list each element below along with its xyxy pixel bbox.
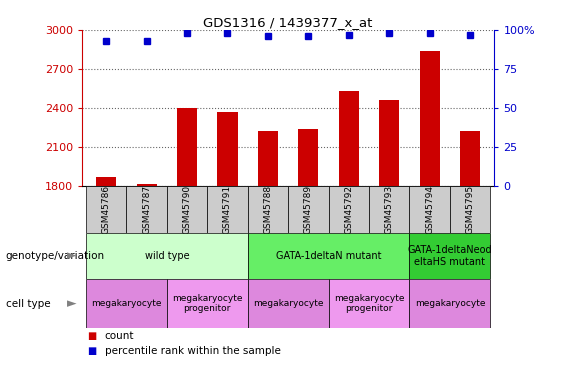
Text: GSM45792: GSM45792 [344,184,353,234]
Text: GSM45789: GSM45789 [304,184,313,234]
Text: wild type: wild type [145,251,189,261]
Bar [96,177,116,186]
Text: GATA-1deltaN mutant: GATA-1deltaN mutant [276,251,381,261]
Bar [207,186,247,232]
Bar [460,131,480,186]
Text: GSM45790: GSM45790 [182,184,192,234]
Bar [420,51,440,186]
Text: megakaryocyte: megakaryocyte [415,299,485,308]
Bar [298,129,319,186]
Bar [450,186,490,232]
Text: count: count [105,331,134,340]
Text: GATA-1deltaNeod
eltaHS mutant: GATA-1deltaNeod eltaHS mutant [407,245,492,267]
Text: GSM45786: GSM45786 [102,184,111,234]
Bar [86,232,247,279]
Text: percentile rank within the sample: percentile rank within the sample [105,346,280,355]
Text: cell type: cell type [6,299,50,309]
Bar [218,112,238,186]
Text: GSM45793: GSM45793 [385,184,394,234]
Text: megakaryocyte: megakaryocyte [253,299,323,308]
Bar [258,131,278,186]
Bar [177,108,197,186]
Bar [86,279,167,328]
Text: genotype/variation: genotype/variation [6,251,105,261]
Text: GSM45788: GSM45788 [263,184,272,234]
Bar [288,186,329,232]
Bar [329,279,410,328]
Text: megakaryocyte
progenitor: megakaryocyte progenitor [334,294,405,314]
Text: ■: ■ [88,331,97,340]
Text: GSM45787: GSM45787 [142,184,151,234]
Text: megakaryocyte
progenitor: megakaryocyte progenitor [172,294,242,314]
Bar [247,186,288,232]
Bar [329,186,369,232]
Bar [410,232,490,279]
Bar [86,186,127,232]
Bar [410,186,450,232]
Title: GDS1316 / 1439377_x_at: GDS1316 / 1439377_x_at [203,16,373,29]
Bar [167,279,247,328]
Text: GSM45794: GSM45794 [425,184,434,234]
Text: ►: ► [67,297,76,310]
Text: ■: ■ [88,346,97,355]
Text: GSM45791: GSM45791 [223,184,232,234]
Bar [127,186,167,232]
Text: megakaryocyte: megakaryocyte [91,299,162,308]
Text: ►: ► [67,249,76,262]
Bar [369,186,410,232]
Bar [247,279,329,328]
Bar [137,184,157,186]
Bar [338,91,359,186]
Bar [247,232,410,279]
Bar [410,279,490,328]
Bar [167,186,207,232]
Bar [379,100,399,186]
Text: GSM45795: GSM45795 [466,184,475,234]
